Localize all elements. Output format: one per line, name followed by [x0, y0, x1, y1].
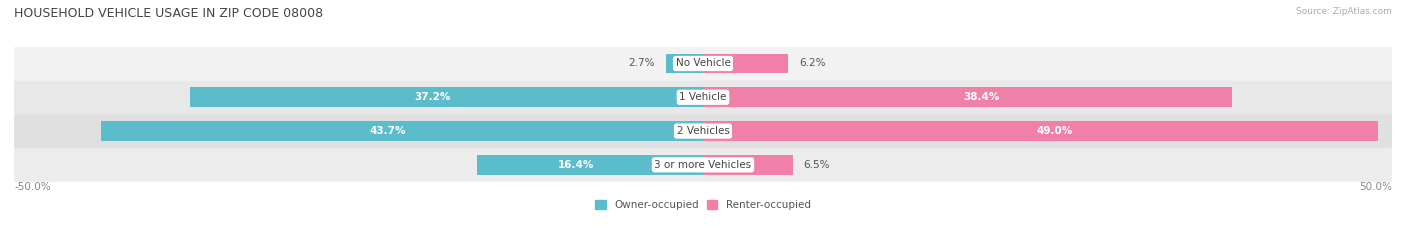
Text: 2 Vehicles: 2 Vehicles [676, 126, 730, 136]
Text: 3 or more Vehicles: 3 or more Vehicles [654, 160, 752, 170]
Text: 38.4%: 38.4% [963, 92, 1000, 102]
Bar [703, 121, 1378, 141]
Text: 16.4%: 16.4% [558, 160, 595, 170]
Text: 37.2%: 37.2% [415, 92, 451, 102]
Text: -50.0%: -50.0% [14, 182, 51, 192]
Bar [666, 54, 703, 73]
Text: 6.2%: 6.2% [800, 58, 825, 69]
Text: 43.7%: 43.7% [370, 126, 406, 136]
Bar [190, 87, 703, 107]
FancyBboxPatch shape [14, 47, 1392, 80]
Text: 1 Vehicle: 1 Vehicle [679, 92, 727, 102]
Text: 50.0%: 50.0% [1360, 182, 1392, 192]
FancyBboxPatch shape [14, 148, 1392, 182]
Text: 2.7%: 2.7% [628, 58, 655, 69]
FancyBboxPatch shape [14, 114, 1392, 148]
Text: 49.0%: 49.0% [1036, 126, 1073, 136]
FancyBboxPatch shape [14, 80, 1392, 114]
Bar [703, 54, 789, 73]
Text: HOUSEHOLD VEHICLE USAGE IN ZIP CODE 08008: HOUSEHOLD VEHICLE USAGE IN ZIP CODE 0800… [14, 7, 323, 20]
Legend: Owner-occupied, Renter-occupied: Owner-occupied, Renter-occupied [591, 196, 815, 214]
Bar [477, 155, 703, 175]
Text: Source: ZipAtlas.com: Source: ZipAtlas.com [1296, 7, 1392, 16]
Text: No Vehicle: No Vehicle [675, 58, 731, 69]
Bar [703, 155, 793, 175]
Bar [703, 87, 1232, 107]
Text: 6.5%: 6.5% [804, 160, 830, 170]
Bar [101, 121, 703, 141]
